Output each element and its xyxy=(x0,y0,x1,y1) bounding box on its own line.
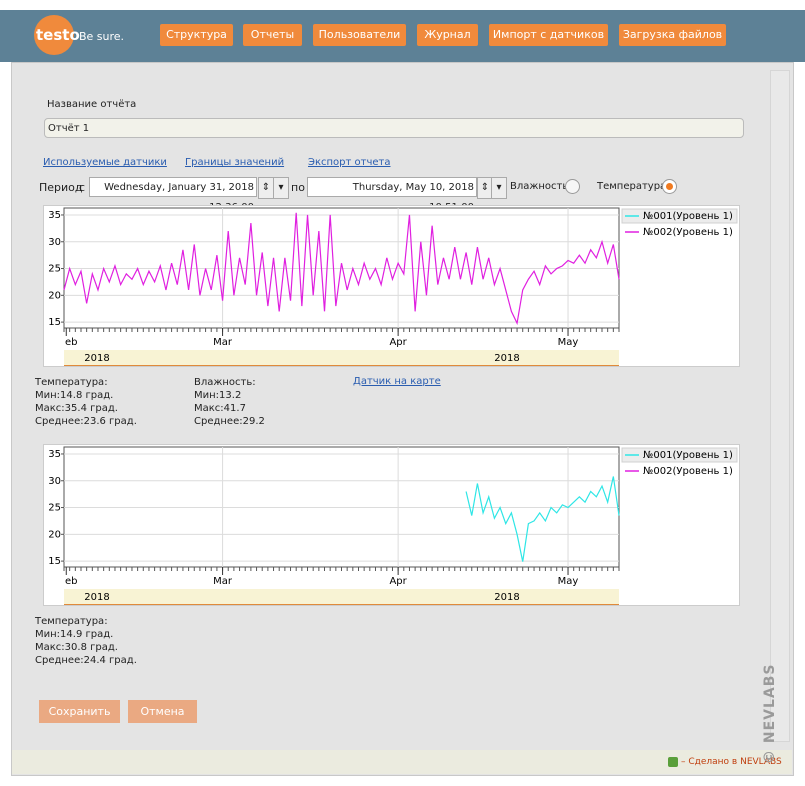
label: Период xyxy=(39,181,83,194)
x-tick-label: Mar xyxy=(213,576,233,587)
y-tick-label: 35 xyxy=(48,449,61,460)
scrollbar[interactable] xyxy=(770,70,790,742)
tagline: Be sure. xyxy=(79,30,125,43)
label: Температура xyxy=(597,181,667,192)
stat: Макс:41.7 xyxy=(194,403,246,414)
label: Влажность xyxy=(510,181,569,192)
x-tick-label: Mar xyxy=(213,337,233,348)
x-tick-label: May xyxy=(558,337,579,348)
plot-area xyxy=(63,446,620,568)
x-tick-label: May xyxy=(558,576,579,587)
x-tick-label: eb xyxy=(65,337,78,348)
link[interactable]: Используемые датчики xyxy=(43,157,167,168)
logo: testo xyxy=(36,26,80,44)
chart: 15 20 25 30 35 eb Mar Apr May 2018 2018 №001(Уровен… xyxy=(43,444,740,606)
year-label: 2018 xyxy=(84,353,109,364)
y-tick-label: 30 xyxy=(48,237,61,248)
y-tick-label: 20 xyxy=(48,290,61,301)
legend-label: №002(Уровень 1) xyxy=(643,466,733,477)
y-tick-label: 25 xyxy=(48,503,61,514)
stat: Макс:30.8 град. xyxy=(35,642,118,653)
footer-icon xyxy=(668,757,678,767)
stat: Мин:13.2 xyxy=(194,390,242,401)
nav-button[interactable]: Загрузка файлов xyxy=(619,24,726,46)
stats: Влажность: Мин:13.2 Макс:41.7 Среднее:29.2 xyxy=(194,376,265,428)
y-tick-label: 20 xyxy=(48,529,61,540)
y-tick-label: 15 xyxy=(48,317,61,328)
date-input[interactable]: Wednesday, January 31, 2018 12:36:00 xyxy=(89,177,257,213)
nav-button[interactable]: Журнал xyxy=(417,24,478,46)
year-label: 2018 xyxy=(494,592,519,603)
y-tick-label: 25 xyxy=(48,264,61,275)
label: Название отчёта xyxy=(47,99,137,110)
text-input[interactable]: Отчёт 1 xyxy=(44,118,744,138)
nav-button[interactable]: Отчеты xyxy=(243,24,302,46)
stats: Температура: Мин:14.8 град. Макс:35.4 град… xyxy=(35,376,137,428)
link[interactable]: Экспорт отчета xyxy=(308,157,391,168)
radio-selected[interactable] xyxy=(662,179,677,194)
nav-button[interactable]: Структура xyxy=(160,24,233,46)
nav-button[interactable]: Пользователи xyxy=(313,24,406,46)
x-tick-label: eb xyxy=(65,576,78,587)
nav-button[interactable]: Импорт с датчиков xyxy=(489,24,608,46)
y-tick-label: 15 xyxy=(48,556,61,567)
stat: Влажность: xyxy=(194,377,256,388)
label: с xyxy=(79,181,86,194)
y-tick-label: 30 xyxy=(48,476,61,487)
date-input[interactable]: Thursday, May 10, 2018 10:51:00 xyxy=(307,177,477,213)
y-tick-label: 35 xyxy=(48,210,61,221)
plot-area xyxy=(63,207,620,329)
legend-label: №001(Уровень 1) xyxy=(643,450,733,461)
cancel-button[interactable]: Отмена xyxy=(128,700,197,723)
year-band xyxy=(64,350,619,366)
legend-label: №001(Уровень 1) xyxy=(643,211,733,222)
stat: Температура: xyxy=(35,616,108,627)
year-label: 2018 xyxy=(84,592,109,603)
spinner[interactable]: ⇕ xyxy=(258,177,274,199)
logo-circle xyxy=(34,15,74,55)
dropdown[interactable]: ▾ xyxy=(491,177,507,199)
legend-highlight xyxy=(621,447,738,463)
x-tick-label: Apr xyxy=(389,337,407,348)
legend-label: №002(Уровень 1) xyxy=(643,227,733,238)
stat: Температура: xyxy=(35,377,108,388)
save-button[interactable]: Сохранить xyxy=(39,700,120,723)
credit: – Сделано в NEVLABS xyxy=(681,757,782,767)
year-band xyxy=(64,589,619,605)
stat: Среднее:29.2 xyxy=(194,416,265,427)
series-line xyxy=(63,212,620,326)
radio[interactable] xyxy=(565,179,580,194)
stat: Макс:35.4 град. xyxy=(35,403,118,414)
dropdown[interactable]: ▾ xyxy=(273,177,289,199)
chart: 15 20 25 30 35 eb Mar Apr May 2018 2018 №001(Уровен… xyxy=(43,205,740,367)
x-tick-label: Apr xyxy=(389,576,407,587)
stat: Мин:14.8 град. xyxy=(35,390,114,401)
watermark: © NEVLABS xyxy=(762,663,778,765)
link[interactable]: Датчик на карте xyxy=(353,376,441,387)
footer-bar xyxy=(12,750,792,774)
stat: Среднее:24.4 град. xyxy=(35,655,137,666)
stat: Среднее:23.6 град. xyxy=(35,416,137,427)
legend-highlight xyxy=(621,208,738,224)
label: по xyxy=(291,181,305,194)
year-label: 2018 xyxy=(494,353,519,364)
stats: Температура: Мин:14.9 град. Макс:30.8 град… xyxy=(35,615,137,667)
series-line xyxy=(465,476,620,562)
stat: Мин:14.9 град. xyxy=(35,629,114,640)
link[interactable]: Границы значений xyxy=(185,157,285,168)
